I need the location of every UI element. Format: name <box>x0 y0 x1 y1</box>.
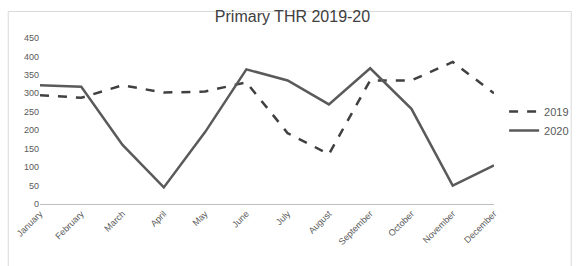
svg-text:300: 300 <box>24 88 39 98</box>
svg-text:0: 0 <box>34 199 39 209</box>
svg-text:100: 100 <box>24 162 39 172</box>
svg-text:350: 350 <box>24 70 39 80</box>
svg-text:2020: 2020 <box>544 125 568 137</box>
svg-text:Primary THR 2019-20: Primary THR 2019-20 <box>215 8 370 25</box>
svg-text:400: 400 <box>24 52 39 62</box>
svg-text:2019: 2019 <box>544 106 568 118</box>
svg-text:October: October <box>386 209 416 239</box>
svg-text:August: August <box>307 208 334 235</box>
svg-text:200: 200 <box>24 125 39 135</box>
svg-text:June: June <box>230 209 251 230</box>
svg-text:December: December <box>462 209 498 245</box>
svg-text:February: February <box>53 208 86 241</box>
svg-text:50: 50 <box>29 181 39 191</box>
svg-text:450: 450 <box>24 33 39 43</box>
svg-text:250: 250 <box>24 107 39 117</box>
svg-text:150: 150 <box>24 144 39 154</box>
svg-text:April: April <box>149 209 169 229</box>
svg-text:January: January <box>15 208 45 238</box>
svg-text:March: March <box>102 209 127 234</box>
svg-text:July: July <box>274 208 293 227</box>
svg-text:September: September <box>337 209 375 247</box>
svg-text:November: November <box>421 209 457 245</box>
svg-text:May: May <box>191 208 210 227</box>
